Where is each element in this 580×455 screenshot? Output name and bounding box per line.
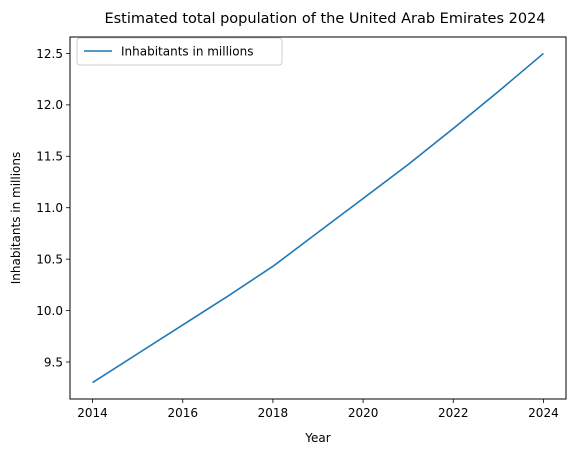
legend-label-inhabitants: Inhabitants in millions xyxy=(121,45,253,59)
y-tick-label: 9.5 xyxy=(44,355,63,369)
series-lines xyxy=(92,52,544,384)
chart-title: Estimated total population of the United… xyxy=(104,11,545,27)
plot-area: 2014 2016 2018 2020 2022 2024 9.5 10.0 10.5 11.0… xyxy=(36,36,567,420)
legend: Inhabitants in millions xyxy=(76,37,283,66)
x-tick-label: 2024 xyxy=(528,406,559,420)
x-tick-label: 2018 xyxy=(258,406,289,420)
y-axis-ticks: 9.5 10.0 10.5 11.0 11.5 12.0 12.5 xyxy=(36,47,70,369)
y-axis-label: Inhabitants in millions xyxy=(9,152,23,284)
y-tick-label: 10.0 xyxy=(36,304,63,318)
y-tick-label: 11.0 xyxy=(36,201,63,215)
x-tick-label: 2020 xyxy=(348,406,379,420)
x-tick-label: 2014 xyxy=(77,406,108,420)
legend-box xyxy=(76,37,283,66)
y-tick-label: 12.0 xyxy=(36,98,63,112)
y-tick-label: 12.5 xyxy=(36,47,63,61)
x-tick-label: 2022 xyxy=(438,406,469,420)
x-axis-ticks: 2014 2016 2018 2020 2022 2024 xyxy=(77,399,559,420)
plot-frame xyxy=(69,36,567,400)
series-line-0 xyxy=(92,52,544,384)
y-tick-label: 11.5 xyxy=(36,150,63,164)
y-tick-label: 10.5 xyxy=(36,252,63,266)
x-axis-label: Year xyxy=(304,431,330,445)
x-tick-label: 2016 xyxy=(167,406,198,420)
